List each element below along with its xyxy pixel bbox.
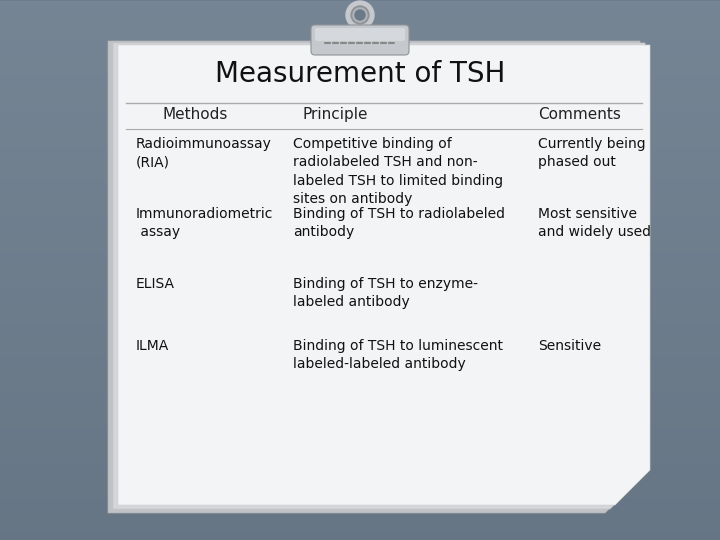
Circle shape xyxy=(353,8,367,22)
Text: Radioimmunoassay
(RIA): Radioimmunoassay (RIA) xyxy=(136,137,272,170)
FancyBboxPatch shape xyxy=(315,28,405,41)
Text: Principle: Principle xyxy=(303,107,369,122)
Polygon shape xyxy=(118,45,650,505)
Polygon shape xyxy=(113,43,645,509)
Polygon shape xyxy=(108,41,640,513)
Circle shape xyxy=(355,10,365,20)
Polygon shape xyxy=(118,45,650,505)
FancyBboxPatch shape xyxy=(311,25,409,55)
Text: ILMA: ILMA xyxy=(136,339,169,353)
Circle shape xyxy=(351,6,369,24)
Text: Methods: Methods xyxy=(163,107,228,122)
Text: ELISA: ELISA xyxy=(136,277,175,291)
Text: Competitive binding of
radiolabeled TSH and non-
labeled TSH to limited binding
: Competitive binding of radiolabeled TSH … xyxy=(293,137,503,206)
Text: Binding of TSH to luminescent
labeled-labeled antibody: Binding of TSH to luminescent labeled-la… xyxy=(293,339,503,372)
Text: Comments: Comments xyxy=(538,107,621,122)
Text: Binding of TSH to radiolabeled
antibody: Binding of TSH to radiolabeled antibody xyxy=(293,207,505,239)
Text: Sensitive: Sensitive xyxy=(538,339,601,353)
Text: Immunoradiometric
 assay: Immunoradiometric assay xyxy=(136,207,274,239)
Text: Measurement of TSH: Measurement of TSH xyxy=(215,60,505,88)
Text: Most sensitive
and widely used: Most sensitive and widely used xyxy=(538,207,651,239)
Circle shape xyxy=(346,1,374,29)
Text: Binding of TSH to enzyme-
labeled antibody: Binding of TSH to enzyme- labeled antibo… xyxy=(293,277,478,309)
Text: Currently being
phased out: Currently being phased out xyxy=(538,137,646,170)
